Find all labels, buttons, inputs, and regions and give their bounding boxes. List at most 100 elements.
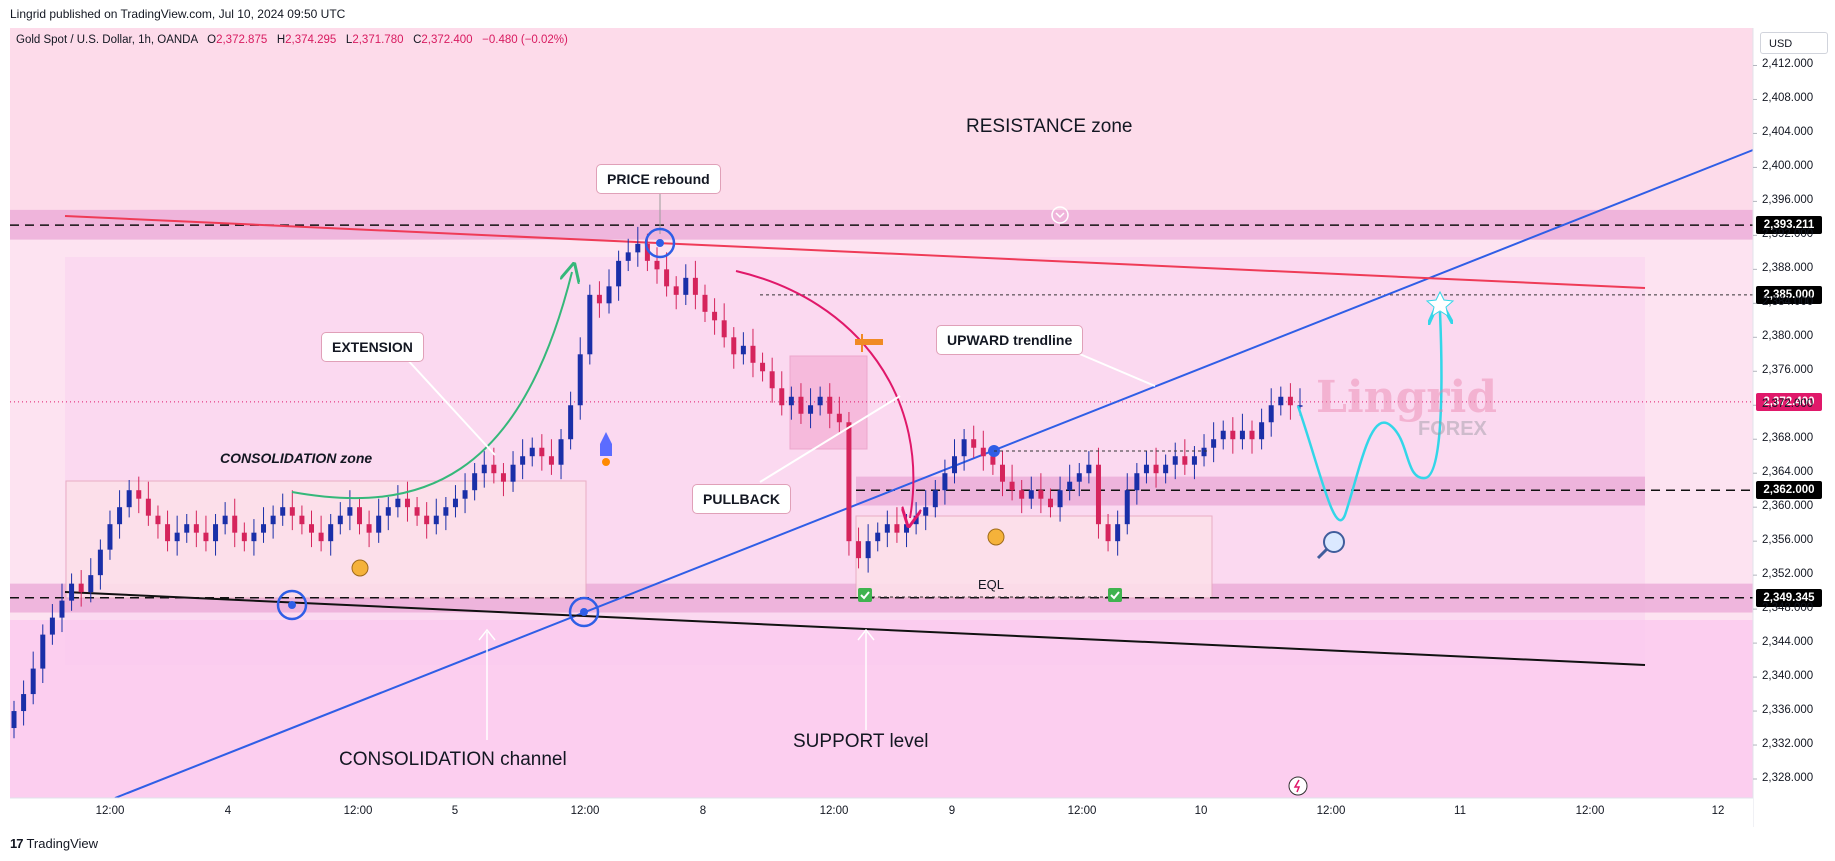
support-level-label: SUPPORT level [793, 731, 929, 752]
candle-body [1287, 396, 1293, 406]
candle-body [606, 286, 612, 304]
candle-body [625, 252, 631, 261]
high-value: 2,374.295 [285, 34, 337, 46]
x-tick-label: 12:00 [570, 805, 600, 817]
candle-body [433, 515, 439, 525]
candle-body [270, 515, 276, 525]
lower-band [10, 620, 1753, 798]
symbol-label[interactable]: Gold Spot / U.S. Dollar, 1h, OANDA [16, 34, 198, 46]
resistance-zone-label: RESISTANCE zone [966, 116, 1133, 137]
candle-body [577, 354, 583, 406]
candle-body [846, 422, 852, 542]
candle-body [760, 362, 766, 372]
candle-body [452, 498, 458, 508]
resistance-trendline [64, 215, 1646, 289]
candle-body [961, 439, 967, 457]
candle-body [309, 524, 315, 533]
candle-body [913, 515, 919, 525]
candle-body [78, 583, 84, 593]
upward-trendline-callout[interactable]: UPWARD trendline [936, 325, 1084, 355]
candle-body [404, 498, 410, 508]
y-tick-label: 2,404.000 [1762, 126, 1814, 139]
candle-body [414, 507, 420, 516]
support-channel-line [64, 591, 1646, 666]
down-arrow-marker-icon [1051, 206, 1069, 224]
price-rebound-callout[interactable]: PRICE rebound [596, 164, 721, 194]
candle-body [596, 294, 602, 304]
candle-body [731, 337, 737, 355]
price-axis [1753, 28, 1835, 798]
candle-body [462, 490, 468, 499]
candle-body [328, 524, 334, 542]
currency-selector[interactable]: USD [1760, 32, 1828, 54]
candle-body [740, 345, 746, 355]
close-label: C [413, 34, 422, 46]
candle-body [500, 473, 506, 482]
tradingview-logo-icon: 17 [10, 836, 24, 851]
x-tick-label: 4 [224, 805, 232, 817]
candle-body [769, 371, 775, 389]
candle-body [923, 507, 929, 516]
y-tick-label: 2,336.000 [1762, 704, 1814, 717]
candle-body [808, 405, 814, 414]
candle-body [721, 320, 727, 338]
x-tick-label: 12:00 [1067, 805, 1097, 817]
candle-body [491, 464, 497, 474]
candle-body [856, 541, 862, 559]
candle-body [299, 515, 305, 525]
candle-body [184, 524, 190, 533]
tradingview-logo[interactable]: 17 TradingView [10, 836, 98, 851]
channel-arrow-head [478, 628, 496, 641]
y-tick-label: 2,384.000 [1762, 296, 1814, 309]
pullback-pointer [759, 395, 901, 483]
consolidation-zone-label: CONSOLIDATION zone [220, 450, 373, 466]
candle-body [174, 532, 180, 542]
rebound-touch-dot [656, 239, 664, 247]
check-icon [1108, 588, 1122, 602]
candle-body [145, 498, 151, 516]
candle-body [1163, 464, 1169, 474]
forecast-path [1296, 312, 1441, 522]
y-tick-label: 2,376.000 [1762, 364, 1814, 377]
candle-body [1182, 456, 1188, 465]
snail-icon [987, 528, 1005, 546]
support-arrow-head [857, 628, 875, 641]
candle-body [1278, 396, 1284, 406]
rocket-icon [600, 432, 612, 456]
candle-body [558, 439, 564, 465]
candle-body [1201, 447, 1207, 457]
extension-callout[interactable]: EXTENSION [321, 332, 424, 362]
candle-body [1268, 405, 1274, 423]
ohlc-legend: Gold Spot / U.S. Dollar, 1h, OANDA O2,37… [16, 34, 568, 46]
consolidation-box [65, 480, 587, 599]
candle-body [779, 388, 785, 406]
support-touch-dot-2 [580, 608, 588, 616]
candle-body [520, 456, 526, 465]
candle-body [261, 524, 267, 533]
candle-body [88, 575, 94, 593]
candle-body [97, 549, 103, 576]
candle-body [395, 498, 401, 508]
candle-body [213, 524, 219, 542]
candle-body [692, 277, 698, 295]
y-tick-label: 2,332.000 [1762, 738, 1814, 751]
candle-body [1124, 490, 1130, 525]
y-tick-label: 2,396.000 [1762, 194, 1814, 207]
extension-curve [291, 272, 572, 500]
open-value: 2,372.875 [216, 34, 268, 46]
candle-body [539, 447, 545, 457]
x-tick-label: 12 [1711, 805, 1725, 817]
candle-body [548, 456, 554, 465]
candle-body [1220, 430, 1226, 440]
candle-body [203, 532, 209, 542]
candle-body [932, 490, 938, 508]
close-value: 2,372.400 [421, 34, 473, 46]
x-tick-label: 12:00 [819, 805, 849, 817]
consolidation-channel-label: CONSOLIDATION channel [339, 749, 567, 770]
candle-body [347, 507, 353, 516]
support-touch-circle-2 [568, 596, 600, 628]
x-tick-label: 12:00 [343, 805, 373, 817]
extension-pointer [404, 356, 496, 456]
pullback-callout[interactable]: PULLBACK [692, 484, 791, 514]
